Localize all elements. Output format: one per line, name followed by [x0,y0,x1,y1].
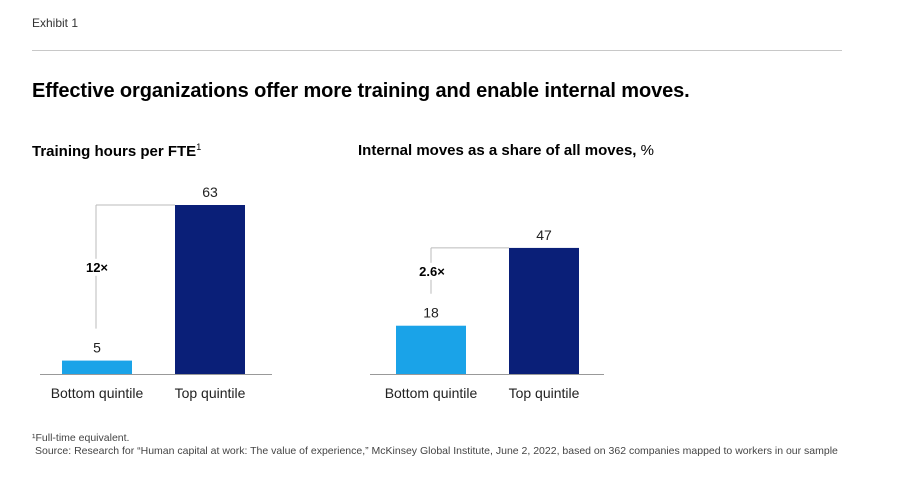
multiplier-label-moves: 2.6× [419,264,445,279]
chart-title-moves: Internal moves as a share of all moves, … [358,142,654,159]
multiplier-bg-training [81,258,113,276]
footnote-fte: ¹Full-time equivalent. [32,432,130,444]
bar-moves-top-quintile [509,247,579,374]
chart-title-moves-unit: % [636,142,654,159]
bar-training-bottom-quintile [62,360,132,374]
chart-title-training: Training hours per FTE1 [32,142,201,160]
chart-title-moves-text: Internal moves as a share of all moves, [358,142,637,159]
footnote-marker: 1 [196,142,202,152]
page-title: Effective organizations offer more train… [32,80,690,102]
footnotes: ¹Full-time equivalent. Source: Research … [32,432,847,458]
category-label-training-0: Bottom quintile [51,385,144,401]
value-label-training-1: 63 [202,184,218,200]
value-label-training-0: 5 [93,340,101,356]
value-label-moves-0: 18 [423,305,439,321]
bar-moves-bottom-quintile [396,325,466,374]
multiplier-bg-moves [416,262,448,280]
bar-training-top-quintile [175,205,245,374]
chart-title-training-text: Training hours per FTE [32,143,197,160]
header-divider [32,50,842,51]
multiplier-label-training: 12× [86,260,108,275]
value-label-moves-1: 47 [536,227,552,243]
category-label-moves-0: Bottom quintile [385,385,478,401]
category-label-moves-1: Top quintile [509,385,580,401]
category-label-training-1: Top quintile [175,385,246,401]
source-note: Source: Research for “Human capital at w… [35,445,838,457]
exhibit-label: Exhibit 1 [32,16,79,30]
